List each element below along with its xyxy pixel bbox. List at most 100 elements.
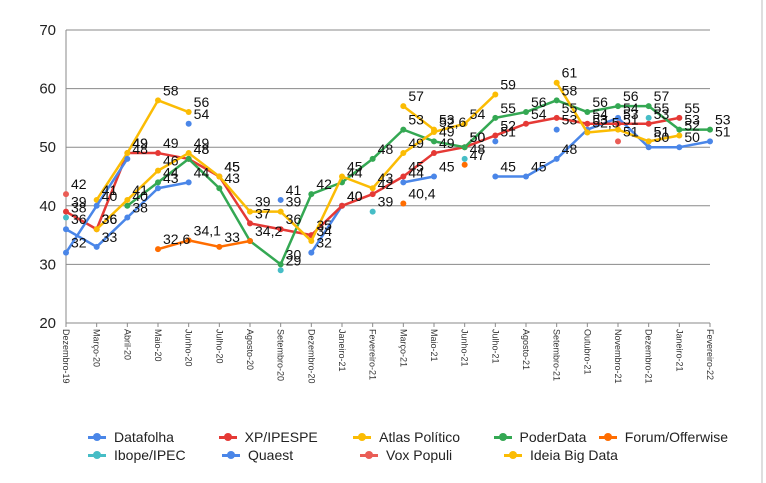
data-label: 56	[531, 94, 547, 110]
data-point	[247, 237, 253, 244]
legend-item-ibope-ipec[interactable]: Ibope/IPEC	[88, 447, 222, 463]
data-label: 44	[194, 164, 210, 180]
data-label: 53	[715, 112, 731, 128]
data-point	[216, 185, 223, 192]
data-label: 52,5	[592, 115, 619, 131]
data-point	[185, 237, 192, 244]
data-label: 52,6	[439, 114, 466, 130]
data-point	[523, 173, 529, 180]
data-label: 40	[347, 188, 363, 204]
data-label: 51	[654, 123, 670, 139]
data-point	[645, 120, 652, 127]
data-label: 50	[470, 129, 486, 145]
data-label: 45	[224, 159, 240, 175]
data-label: 32	[316, 235, 332, 251]
data-label: 53	[592, 112, 608, 128]
series-forum-offerwise	[155, 161, 468, 253]
data-label: 56	[623, 88, 639, 104]
data-point	[584, 109, 591, 116]
data-point	[216, 243, 223, 250]
data-label: 32	[71, 235, 87, 251]
x-tick-label: Janeiro-21	[337, 329, 347, 372]
data-point	[492, 173, 499, 180]
axes	[65, 0, 763, 483]
series-line	[126, 99, 710, 266]
data-point	[155, 150, 161, 157]
data-label: 49	[132, 135, 148, 151]
legend-label: Quaest	[248, 447, 294, 463]
data-label: 49	[163, 135, 179, 151]
series-line	[95, 93, 497, 243]
legend-item-ideia-big-data[interactable]: Ideia Big Data	[504, 447, 618, 463]
data-point	[431, 173, 437, 180]
data-label: 48	[562, 141, 578, 157]
data-label: 34	[316, 223, 332, 239]
data-point	[676, 144, 683, 151]
data-label: 42	[378, 176, 394, 192]
data-label: 55	[684, 100, 700, 116]
data-label: 53	[408, 112, 424, 128]
data-label: 41	[102, 182, 118, 198]
data-point	[155, 179, 161, 186]
legend-label: PoderData	[519, 429, 587, 445]
data-label: 47	[470, 147, 486, 163]
data-point	[523, 109, 529, 116]
series-line	[95, 99, 190, 201]
x-tick-label: Setembro-21	[552, 329, 562, 381]
legend-item-atlas-politico[interactable]: Atlas Político	[353, 429, 493, 445]
data-label: 38	[71, 200, 87, 216]
legend-item-poderdata[interactable]: PoderData	[493, 429, 599, 445]
data-label: 48	[194, 141, 210, 157]
data-label: 45	[224, 159, 240, 175]
legend-item-vox-populi[interactable]: Vox Populi	[360, 447, 504, 463]
legend-label: XP/IPESPE	[244, 429, 318, 445]
data-label: 35	[316, 217, 332, 233]
data-label: 42	[71, 176, 87, 192]
data-point	[615, 103, 621, 110]
data-label: 44	[408, 164, 424, 180]
data-label: 37	[255, 205, 271, 221]
data-label: 48	[132, 141, 148, 157]
data-label: 51	[500, 123, 516, 139]
legend-row-1: Datafolha XP/IPESPE Atlas Político Poder…	[88, 428, 728, 446]
data-label: 50	[470, 129, 486, 145]
data-point	[185, 179, 192, 186]
x-tick-label: Julho-20	[214, 329, 224, 364]
data-point	[615, 114, 621, 121]
data-label: 36	[71, 211, 87, 227]
data-point	[492, 114, 499, 121]
data-point	[339, 173, 345, 180]
data-point	[124, 202, 131, 209]
x-tick-label: Julho-21	[490, 329, 500, 364]
legend-item-xp-ipespe[interactable]: XP/IPESPE	[218, 429, 354, 445]
data-point	[492, 91, 499, 98]
data-point	[615, 138, 621, 145]
data-label: 51	[715, 123, 731, 139]
data-label: 34,1	[194, 222, 221, 238]
data-point	[707, 126, 713, 133]
x-axis-tick-labels: Dezembro-19 Março-20 Abril-20 Maio-20 Junho-…	[61, 329, 715, 384]
x-tick-label: Junho-21	[460, 329, 470, 367]
y-tick-label: 60	[39, 81, 56, 98]
data-point	[277, 196, 284, 203]
x-tick-label: Agosto-21	[521, 329, 531, 370]
data-point	[645, 138, 652, 145]
data-point	[676, 132, 683, 139]
x-tick-label: Fevereiro-22	[705, 329, 715, 380]
data-point	[553, 79, 560, 86]
data-label: 54	[470, 106, 486, 122]
data-point	[124, 214, 131, 221]
legend-swatch-icon	[88, 432, 106, 442]
series-vox-populi	[63, 138, 621, 198]
data-label: 43	[224, 170, 240, 186]
data-point	[93, 226, 100, 233]
data-point	[523, 120, 529, 127]
y-tick-label: 20	[39, 315, 56, 332]
legend-item-quaest[interactable]: Quaest	[222, 447, 360, 463]
data-point	[124, 196, 131, 203]
data-label: 57	[654, 88, 670, 104]
x-tick-label: Agosto-20	[245, 329, 255, 370]
legend-item-forum-offerwise[interactable]: Forum/Offerwise	[598, 429, 728, 445]
y-axis-tick-labels: 20 30 40 50 60 70	[39, 22, 56, 332]
legend-item-datafolha[interactable]: Datafolha	[88, 429, 219, 445]
